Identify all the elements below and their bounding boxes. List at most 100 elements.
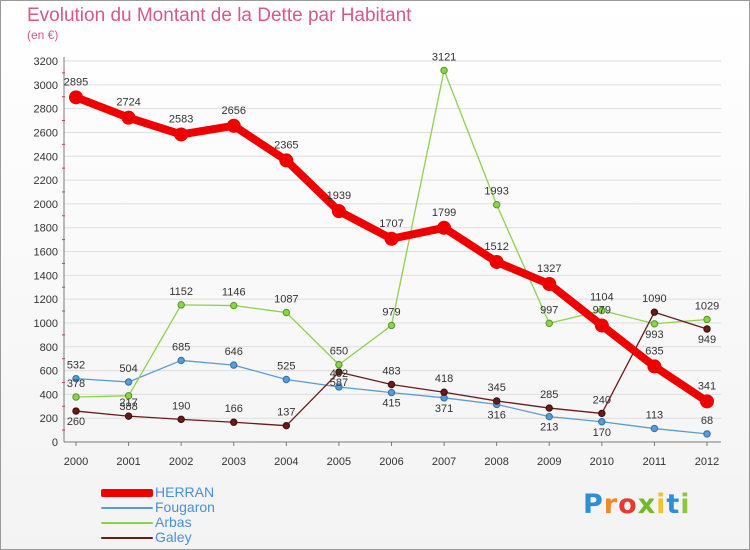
logo-letter: i — [656, 489, 667, 520]
y-tick-label: 1000 — [34, 318, 58, 330]
data-label-herran: 2724 — [116, 97, 140, 109]
data-label-arbas: 1146 — [222, 287, 246, 299]
data-point-herran — [331, 204, 346, 219]
data-point-herran — [700, 394, 714, 409]
y-tick-label: 2400 — [34, 151, 58, 163]
logo-letter: i — [680, 489, 691, 520]
logo-letter: P — [583, 489, 604, 520]
data-label-arbas: 1104 — [590, 292, 614, 304]
data-label-arbas: 1152 — [169, 286, 193, 298]
data-point-galey — [545, 404, 553, 412]
data-label-galey: 217 — [119, 397, 137, 409]
data-point-fougaron — [177, 356, 185, 365]
x-tick-label: 2010 — [590, 456, 614, 468]
data-point-galey — [177, 415, 185, 424]
legend-swatch-galey — [101, 537, 153, 539]
data-point-fougaron — [230, 361, 238, 369]
data-label-herran: 2656 — [222, 105, 246, 117]
x-tick-label: 2000 — [64, 456, 88, 468]
y-tick-label: 3000 — [34, 80, 58, 92]
logo-letter: t — [666, 489, 681, 520]
x-tick-label: 2005 — [327, 456, 351, 468]
data-point-galey — [335, 368, 343, 376]
legend-swatch-herran — [101, 489, 153, 497]
data-label-herran: 341 — [698, 380, 716, 392]
data-point-herran — [489, 254, 504, 269]
data-point-arbas — [282, 308, 291, 317]
data-label-galey: 260 — [67, 416, 85, 428]
data-label-herran: 1327 — [537, 263, 561, 275]
y-tick-label: 0 — [52, 437, 58, 449]
data-point-arbas — [598, 306, 606, 315]
chart-subtitle: (en €) — [27, 28, 59, 42]
data-label-galey: 240 — [593, 394, 611, 406]
data-point-arbas — [335, 360, 343, 369]
legend-swatch-arbas — [101, 522, 153, 524]
data-label-galey: 418 — [435, 373, 453, 385]
data-label-fougaron: 213 — [540, 422, 558, 434]
y-tick-label: 400 — [40, 389, 58, 401]
data-label-fougaron: 462 — [330, 368, 348, 380]
data-point-arbas — [124, 392, 133, 400]
data-label-fougaron: 170 — [593, 427, 611, 439]
y-tick-label: 3200 — [34, 56, 58, 68]
y-tick-label: 800 — [40, 342, 58, 354]
legend-swatch-fougaron — [101, 507, 153, 509]
data-label-herran: 979 — [593, 304, 611, 316]
y-tick-label: 200 — [40, 413, 58, 425]
y-tick-label: 1800 — [34, 223, 58, 235]
data-point-herran — [647, 359, 662, 374]
logo-letter: o — [618, 489, 638, 520]
data-point-fougaron — [650, 424, 659, 433]
series-galey — [72, 308, 711, 430]
legend-label-herran: HERRAN — [155, 484, 215, 500]
data-point-galey — [72, 407, 80, 415]
data-point-herran — [437, 220, 452, 235]
data-point-galey — [650, 308, 659, 316]
data-label-arbas: 993 — [645, 329, 663, 341]
data-point-arbas — [230, 301, 238, 310]
data-label-fougaron: 113 — [646, 410, 664, 422]
data-point-fougaron — [545, 412, 553, 421]
data-point-arbas — [492, 201, 501, 209]
data-point-herran — [279, 153, 294, 168]
data-point-herran — [174, 127, 189, 142]
y-tick-label: 600 — [40, 366, 58, 378]
legend-label-fougaron: Fougaron — [155, 499, 215, 515]
data-label-fougaron: 532 — [67, 360, 85, 372]
data-label-herran: 1939 — [327, 190, 351, 202]
data-label-herran: 1512 — [484, 241, 508, 253]
data-label-galey: 587 — [330, 377, 348, 389]
data-label-herran: 2895 — [64, 76, 88, 88]
data-label-herran: 1799 — [432, 207, 456, 219]
x-tick-label: 2006 — [379, 456, 403, 468]
data-point-herran — [384, 231, 399, 246]
data-label-arbas: 378 — [67, 378, 85, 390]
y-tick-label: 2000 — [34, 199, 58, 211]
data-point-galey — [703, 325, 711, 333]
series-herran — [69, 90, 714, 409]
data-point-arbas — [72, 393, 80, 401]
data-label-fougaron: 316 — [487, 409, 505, 421]
data-point-arbas — [650, 320, 659, 328]
data-point-herran — [542, 277, 557, 292]
data-label-arbas: 1993 — [484, 186, 508, 198]
data-point-fougaron — [72, 374, 80, 383]
data-point-galey — [282, 421, 291, 430]
data-point-arbas — [440, 66, 448, 75]
logo-letter: r — [603, 489, 619, 520]
y-tick-label: 1200 — [34, 294, 58, 306]
data-label-fougaron: 504 — [119, 363, 137, 375]
x-tick-label: 2002 — [169, 456, 193, 468]
series-arbas — [72, 66, 711, 401]
x-tick-label: 2003 — [222, 456, 246, 468]
data-point-fougaron — [124, 378, 133, 386]
data-label-arbas: 1087 — [274, 294, 298, 306]
data-label-fougaron: 68 — [701, 415, 713, 427]
proxiti-logo: Proxiti — [583, 489, 691, 520]
data-label-fougaron: 646 — [225, 346, 243, 358]
x-tick-label: 2008 — [484, 456, 508, 468]
data-label-galey: 345 — [487, 382, 505, 394]
legend-label-arbas: Arbas — [155, 514, 192, 530]
